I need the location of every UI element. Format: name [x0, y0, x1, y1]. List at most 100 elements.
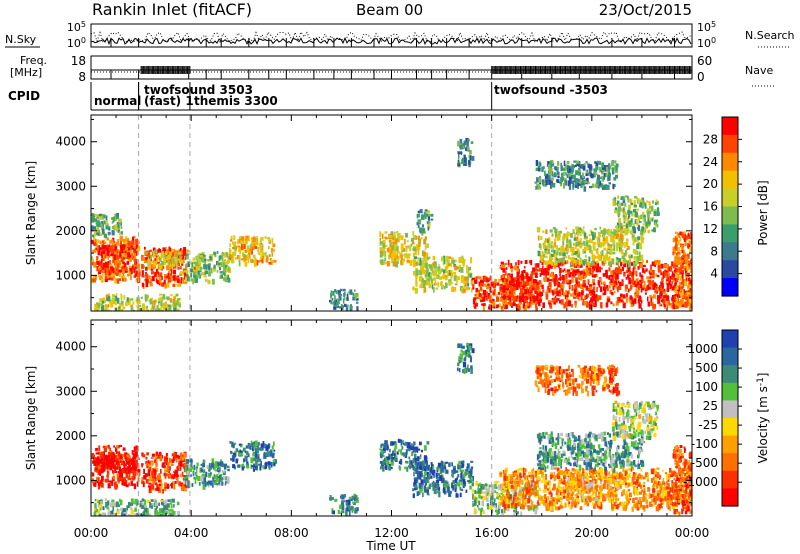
power-echo-cell — [610, 229, 612, 234]
cpid-mode-twofsound: twofsound 3503 — [144, 83, 253, 97]
power-echo-cell — [635, 196, 638, 200]
power-echo-cell — [443, 259, 446, 264]
power-echo-cell — [566, 237, 569, 244]
power-echo-cell — [455, 277, 458, 283]
velocity-echo-cell — [230, 458, 233, 461]
power-echo-cell — [443, 269, 446, 274]
power-echo-cell — [567, 269, 571, 273]
power-echo-cell — [522, 281, 526, 285]
power-echo-cell — [542, 230, 545, 233]
power-echo-cell — [554, 265, 557, 269]
power-colorbar-segment — [722, 134, 738, 154]
power-echo-cell — [420, 215, 424, 220]
power-echo-cell — [104, 254, 107, 259]
power-echo-cell — [612, 239, 616, 245]
velocity-echo-cell — [180, 452, 182, 459]
power-echo-cell — [554, 279, 557, 282]
power-echo-cell — [639, 283, 642, 289]
velocity-echo-cell — [149, 466, 152, 472]
velocity-echo-cell — [154, 467, 157, 471]
power-echo-cell — [509, 284, 513, 290]
power-echo-cell — [115, 268, 119, 272]
velocity-echo-cell — [134, 466, 137, 472]
power-echo-cell — [679, 276, 682, 281]
power-echo-cell — [689, 285, 692, 288]
velocity-echo-cell — [109, 502, 113, 508]
power-echo-cell — [416, 213, 420, 218]
power-echo-cell — [578, 291, 581, 297]
power-echo-cell — [415, 268, 418, 271]
power-echo-cell — [248, 257, 251, 260]
power-echo-cell — [451, 286, 454, 291]
power-echo-cell — [603, 286, 607, 291]
power-echo-cell — [590, 239, 593, 242]
power-echo-cell — [102, 258, 105, 261]
velocity-echo-cell — [194, 478, 197, 485]
power-echo-cell — [599, 226, 602, 230]
power-echo-cell — [526, 281, 530, 286]
power-colorbar-segment — [722, 278, 738, 297]
velocity-echo-cell — [338, 511, 341, 515]
power-echo-cell — [471, 277, 475, 281]
power-echo-cell — [201, 272, 205, 276]
power-echo-cell — [617, 229, 620, 232]
power-echo-cell — [542, 258, 544, 262]
velocity-echo-cell — [147, 460, 150, 464]
power-echo-cell — [631, 300, 635, 306]
power-echo-cell — [379, 247, 383, 253]
power-echo-cell — [224, 254, 227, 258]
power-echo-cell — [621, 255, 625, 259]
power-echo-cell — [111, 221, 114, 224]
power-echo-cell — [393, 242, 396, 245]
power-echo-cell — [529, 283, 532, 288]
velocity-echo-cell — [118, 469, 121, 474]
velocity-echo-cell — [210, 472, 213, 475]
velocity-echo-cell — [120, 455, 122, 459]
power-echo-cell — [354, 289, 356, 292]
power-echo-cell — [538, 186, 541, 190]
power-echo-cell — [92, 249, 96, 253]
power-echo-cell — [665, 270, 669, 273]
velocity-echo-cell — [222, 464, 226, 467]
power-echo-cell — [578, 167, 581, 172]
velocity-echo-cell — [136, 481, 139, 487]
velocity-echo-cell — [133, 509, 136, 512]
power-echo-cell — [676, 298, 679, 302]
power-echo-cell — [155, 278, 158, 283]
power-echo-cell — [157, 254, 160, 258]
power-echo-cell — [98, 247, 102, 251]
power-echo-cell — [427, 223, 431, 229]
power-echo-cell — [543, 277, 547, 282]
velocity-echo-cell — [401, 452, 405, 456]
power-echo-cell — [424, 215, 427, 219]
power-echo-cell — [575, 260, 577, 266]
power-echo-cell — [515, 284, 519, 290]
power-echo-cell — [575, 246, 577, 249]
power-echo-cell — [234, 257, 237, 260]
power-echo-cell — [199, 266, 203, 270]
power-echo-cell — [576, 294, 579, 299]
power-echo-cell — [662, 273, 665, 279]
power-echo-cell — [265, 258, 269, 263]
velocity-echo-cell — [180, 482, 184, 488]
power-echo-cell — [184, 277, 188, 283]
power-echo-cell — [632, 248, 636, 254]
power-echo-cell — [474, 293, 477, 297]
power-echo-cell — [608, 275, 611, 280]
power-echo-cell — [404, 239, 406, 245]
velocity-echo-cell — [157, 512, 160, 516]
velocity-echo-cell — [271, 445, 274, 450]
power-echo-cell — [592, 268, 595, 273]
power-echo-cell — [102, 300, 105, 304]
power-echo-cell — [689, 232, 692, 238]
velocity-echo-cell — [115, 457, 119, 462]
velocity-echo-cell — [219, 480, 222, 486]
power-echo-cell — [117, 255, 120, 260]
power-echo-cell — [223, 266, 227, 269]
power-echo-cell — [448, 263, 451, 266]
power-echo-cell — [424, 262, 428, 269]
power-echo-cell — [195, 265, 199, 272]
power-echo-cell — [612, 269, 616, 273]
power-echo-cell — [510, 273, 513, 277]
power-echo-cell — [396, 255, 399, 259]
